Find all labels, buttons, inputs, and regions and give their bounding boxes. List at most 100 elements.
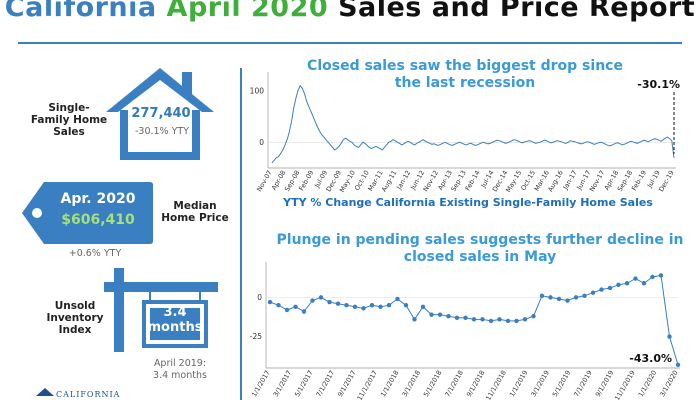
data-point: [641, 281, 647, 286]
title-part-1: California: [4, 0, 157, 23]
x-tick-label: 3/1/2018: [401, 369, 423, 398]
data-point: [667, 334, 672, 339]
data-point: [454, 315, 460, 320]
house-icon: [106, 68, 214, 160]
data-point: [650, 274, 655, 280]
data-point: [318, 295, 324, 300]
vertical-divider: [240, 68, 242, 400]
sales-change: -30.1% YTY: [134, 126, 190, 137]
x-tick-label: 1/1/2017: [250, 369, 272, 398]
data-point: [539, 293, 545, 299]
data-point: [437, 312, 443, 317]
logo-icon: [36, 388, 54, 396]
x-tick-label: 5/1/2019: [551, 369, 573, 398]
price-tag-icon: [22, 182, 153, 244]
data-point: [633, 276, 638, 281]
chart1-title: Closed sales saw the biggest drop since …: [307, 58, 623, 91]
data-point: [361, 306, 366, 311]
x-tick-label: 9/1/2019: [594, 369, 616, 398]
sign-post-icon: [104, 268, 218, 352]
sales-value: 277,440: [131, 106, 191, 121]
data-point: [344, 303, 349, 308]
pending-sales-chart: 0-251/1/2017 3/1/2017 5/1/2017 7/1/2017 9/1/…: [250, 262, 681, 400]
x-tick-label: 5/1/2018: [422, 369, 444, 398]
data-point: [480, 317, 485, 322]
last-value-annotation: -30.1%: [637, 78, 680, 91]
data-point: [616, 282, 621, 288]
x-tick-label: Nov-07: [255, 169, 273, 193]
x-tick-label: 3/1/2020: [658, 369, 680, 398]
data-point: [293, 304, 298, 309]
data-point: [590, 290, 596, 295]
logo-text: CALIFORNIA: [56, 390, 121, 399]
x-tick-label: 11/1/2018: [484, 369, 508, 400]
title-part-3: Sales and Price Report: [338, 0, 696, 23]
data-point: [565, 298, 570, 303]
y-tick-label: -25: [250, 332, 262, 341]
data-point: [352, 304, 358, 309]
price-value: $606,410: [61, 212, 135, 228]
chart2-title: Plunge in pending sales suggests further…: [276, 232, 684, 265]
x-tick-label: 9/1/2018: [465, 369, 487, 398]
data-point: [497, 317, 502, 322]
sales-label: Single-Family Home Sales: [30, 102, 108, 138]
x-tick-label: 7/1/2017: [315, 369, 337, 398]
chart1-xlabel: YTY % Change California Existing Single-…: [283, 196, 653, 209]
data-point: [429, 312, 434, 317]
price-label: Median Home Price: [161, 200, 229, 224]
data-point: [395, 296, 400, 302]
y-tick-label: 0: [259, 138, 264, 147]
data-point: [310, 298, 315, 303]
data-point: [386, 303, 392, 308]
data-point: [658, 273, 664, 278]
data-point: [582, 293, 587, 299]
series-line: [271, 84, 675, 164]
data-point: [446, 314, 451, 319]
x-tick-label: 7/1/2019: [572, 369, 594, 398]
x-tick-label: 7/1/2018: [443, 369, 465, 398]
title-part-2: April 2020: [166, 0, 329, 23]
data-point: [514, 318, 519, 324]
data-point: [412, 317, 417, 322]
data-point: [599, 287, 604, 292]
data-point: [276, 303, 281, 308]
data-point: [573, 295, 579, 300]
x-tick-label: 3/1/2017: [272, 369, 294, 398]
y-tick-label: 100: [250, 86, 265, 95]
data-point: [284, 307, 290, 313]
data-point: [301, 309, 307, 314]
data-point: [556, 296, 562, 302]
data-point: [607, 285, 613, 291]
data-point: [548, 295, 553, 300]
title-rule: [18, 42, 682, 44]
data-point: [531, 314, 536, 319]
x-tick-label: 5/1/2017: [293, 369, 315, 398]
data-point: [471, 317, 477, 322]
closed-sales-chart: 0100Nov-07Apr-08Sep-08Feb-09Jul-09Dec-09…: [250, 72, 680, 194]
data-point: [522, 317, 528, 322]
x-tick-label: 3/1/2019: [529, 369, 551, 398]
x-tick-label: 1/1/2019: [508, 369, 530, 398]
inventory-prior-label: April 2019:: [153, 358, 207, 369]
x-tick-label: 11/1/2017: [356, 369, 380, 400]
x-tick-label: 1/1/2018: [379, 369, 401, 398]
price-change: +0.6% YTY: [68, 248, 122, 259]
last-value-annotation: -43.0%: [629, 352, 672, 365]
inventory-unit: months: [147, 320, 203, 335]
inventory-label: Unsold Inventory Index: [46, 300, 104, 336]
data-point: [624, 281, 630, 286]
data-point: [327, 299, 332, 305]
data-point: [369, 303, 375, 308]
data-point: [267, 299, 273, 305]
inventory-value: 3.4: [163, 305, 187, 320]
price-month: Apr. 2020: [60, 191, 136, 207]
data-point: [420, 304, 426, 309]
x-tick-label: 1/1/2020: [637, 369, 659, 398]
data-point: [488, 318, 494, 324]
data-point: [335, 301, 341, 306]
data-point: [675, 362, 681, 368]
data-point: [463, 315, 468, 320]
data-point: [505, 318, 511, 324]
x-tick-label: 9/1/2017: [336, 369, 358, 398]
data-point: [403, 303, 409, 308]
